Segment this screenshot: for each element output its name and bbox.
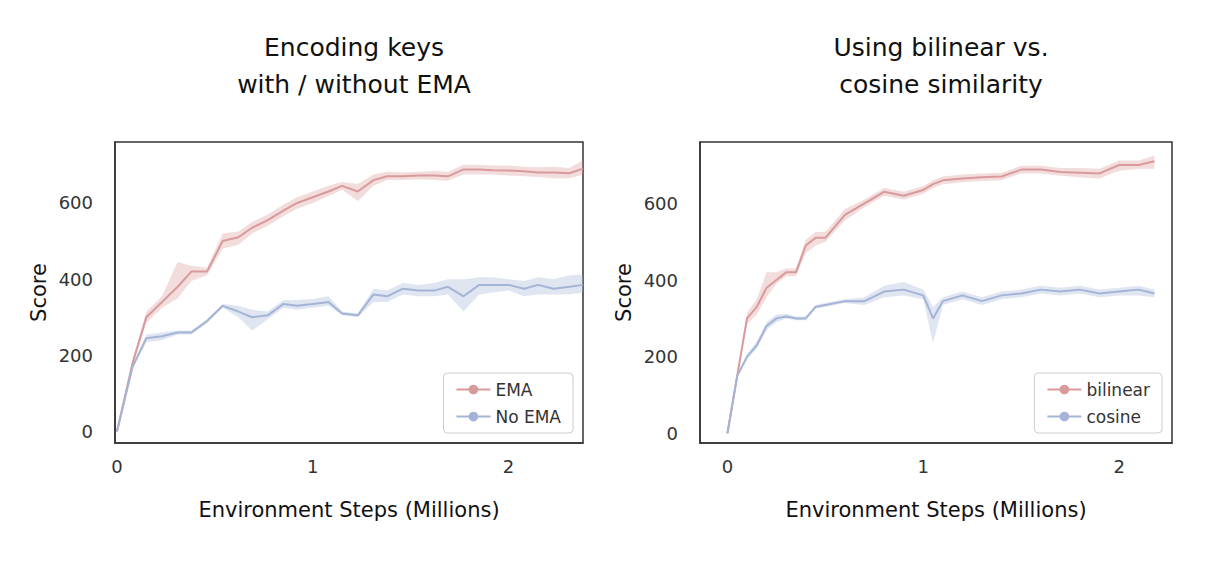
svg-text:Score: Score [612, 263, 636, 322]
svg-text:EMA: EMA [495, 380, 532, 400]
svg-text:2: 2 [503, 456, 514, 477]
svg-text:0: 0 [722, 456, 733, 477]
svg-text:cosine: cosine [1086, 407, 1141, 427]
svg-text:1: 1 [307, 456, 318, 477]
svg-text:200: 200 [644, 346, 678, 367]
svg-text:0: 0 [667, 423, 678, 444]
svg-text:Encoding keys: Encoding keys [264, 33, 444, 62]
svg-text:No EMA: No EMA [495, 407, 561, 427]
svg-text:200: 200 [59, 345, 93, 366]
svg-text:0: 0 [111, 456, 122, 477]
svg-text:Using bilinear vs.: Using bilinear vs. [833, 33, 1048, 62]
svg-text:with / without EMA: with / without EMA [237, 70, 471, 99]
svg-text:0: 0 [82, 421, 93, 442]
svg-text:400: 400 [644, 270, 678, 291]
svg-text:Environment Steps (Millions): Environment Steps (Millions) [785, 498, 1086, 522]
svg-text:600: 600 [644, 193, 678, 214]
svg-text:600: 600 [59, 192, 93, 213]
svg-text:Environment Steps (Millions): Environment Steps (Millions) [198, 498, 499, 522]
svg-text:Score: Score [27, 263, 51, 322]
svg-text:400: 400 [59, 269, 93, 290]
svg-text:cosine similarity: cosine similarity [839, 70, 1043, 99]
svg-text:bilinear: bilinear [1086, 380, 1150, 400]
svg-text:1: 1 [918, 456, 929, 477]
svg-text:2: 2 [1113, 456, 1124, 477]
